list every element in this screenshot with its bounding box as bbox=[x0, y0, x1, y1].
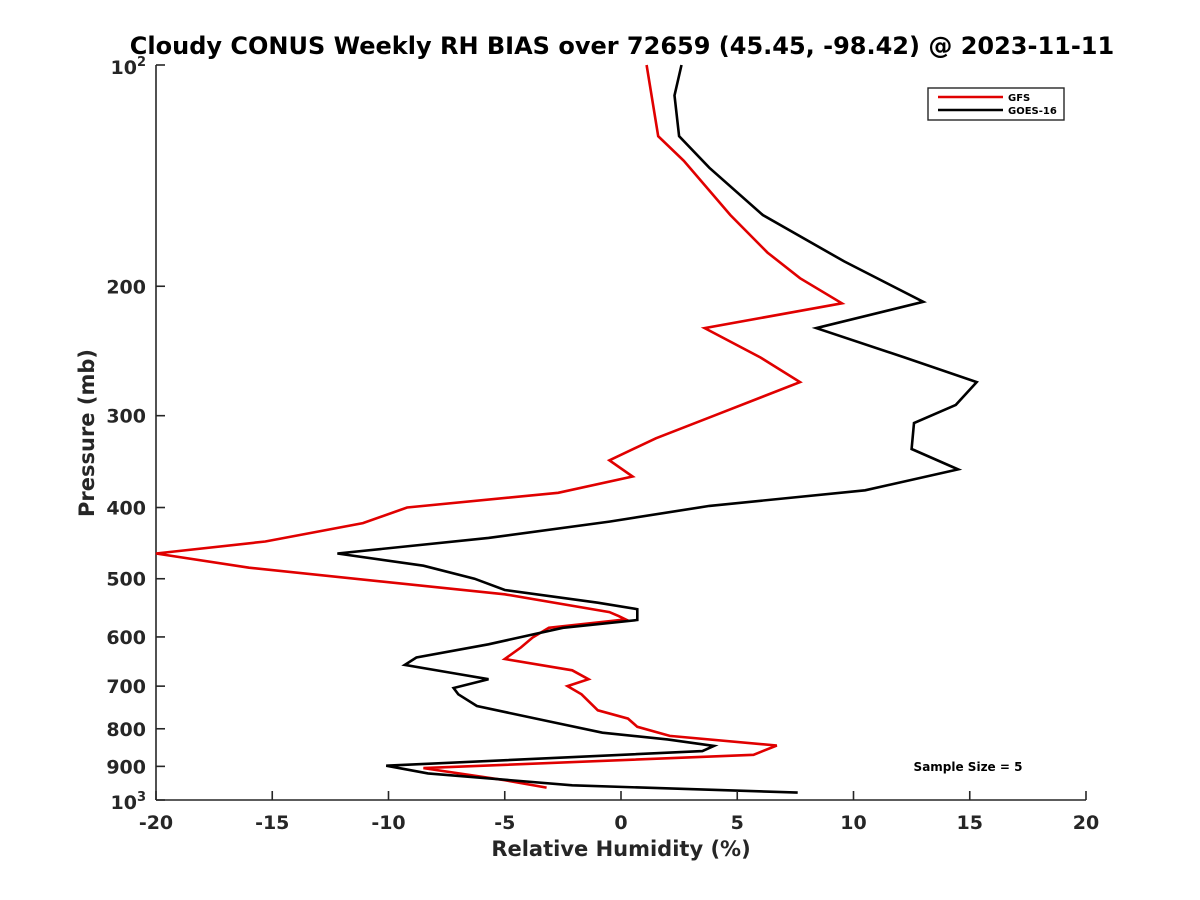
legend: GFS GOES-16 bbox=[927, 87, 1065, 121]
y-axis-label: Pressure (mb) bbox=[75, 349, 99, 517]
x-axis-ticks: -20 -15 -10 -5 0 5 10 15 20 bbox=[139, 791, 1099, 834]
y-tick-label: 800 bbox=[106, 719, 146, 741]
y-tick-label: 700 bbox=[106, 676, 146, 698]
series-layer bbox=[155, 64, 980, 794]
series-line-goes16 bbox=[337, 64, 980, 794]
y-tick-label: 400 bbox=[106, 498, 146, 520]
x-tick-label: 0 bbox=[614, 812, 627, 834]
x-tick-label: 15 bbox=[957, 812, 983, 834]
sample-size-annotation: Sample Size = 5 bbox=[914, 760, 1023, 774]
x-tick-label: -10 bbox=[371, 812, 405, 834]
y-tick-label-decade: 102 bbox=[111, 55, 147, 79]
plot-area: -20 -15 -10 -5 0 5 10 15 20 200 300 400 500 600 700 80… bbox=[106, 55, 1099, 834]
legend-label-gfs: GFS bbox=[1008, 93, 1030, 104]
x-tick-label: 5 bbox=[731, 812, 744, 834]
y-tick-label: 600 bbox=[106, 627, 146, 649]
y-tick-label-decade: 103 bbox=[111, 790, 147, 814]
x-tick-label: 10 bbox=[840, 812, 866, 834]
chart-title: Cloudy CONUS Weekly RH BIAS over 72659 (… bbox=[130, 32, 1114, 60]
x-tick-label: 20 bbox=[1073, 812, 1099, 834]
legend-label-goes16: GOES-16 bbox=[1008, 106, 1057, 117]
x-tick-label: -15 bbox=[255, 812, 289, 834]
x-tick-label: -5 bbox=[494, 812, 515, 834]
series-line-gfs bbox=[155, 64, 846, 789]
y-tick-label: 200 bbox=[106, 276, 146, 298]
y-tick-label: 900 bbox=[106, 756, 146, 778]
y-axis-ticks: 200 300 400 500 600 700 800 900 102 103 bbox=[106, 55, 165, 814]
y-tick-label: 300 bbox=[106, 406, 146, 428]
x-tick-label: -20 bbox=[139, 812, 173, 834]
x-axis-label: Relative Humidity (%) bbox=[491, 837, 750, 861]
y-tick-label: 500 bbox=[106, 569, 146, 591]
legend-box bbox=[927, 87, 1065, 121]
